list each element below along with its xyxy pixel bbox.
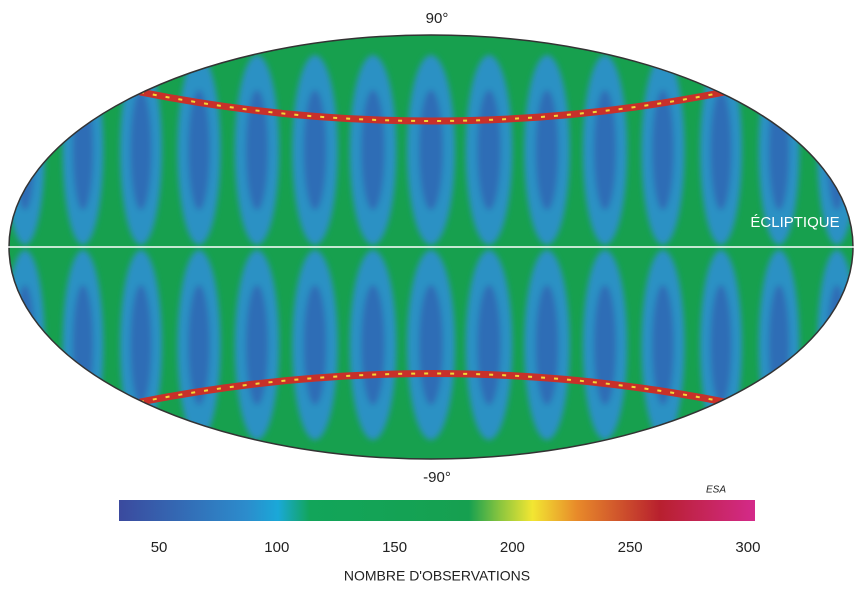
colorbar-tick-label: 300 bbox=[735, 539, 760, 556]
scan-lens-core bbox=[130, 90, 152, 210]
scan-lens-core bbox=[477, 90, 501, 210]
scan-lens bbox=[817, 250, 853, 440]
scan-lens-core bbox=[419, 90, 443, 210]
colorbar-tick-label: 200 bbox=[500, 539, 525, 556]
scan-lens bbox=[9, 55, 45, 245]
scan-lens-core bbox=[419, 285, 443, 405]
scan-lens-core bbox=[652, 90, 674, 210]
colorbar bbox=[119, 500, 755, 521]
scan-lens-core bbox=[652, 285, 674, 405]
scan-lens-core bbox=[188, 90, 210, 210]
scan-lens-core bbox=[361, 285, 385, 405]
scan-lens-core bbox=[477, 285, 501, 405]
sky-map bbox=[9, 35, 853, 459]
scan-lens-core bbox=[593, 285, 617, 405]
scan-lens-core bbox=[15, 90, 35, 210]
scan-lens-core bbox=[303, 285, 327, 405]
scan-lens-core bbox=[827, 90, 847, 210]
credit: ESA bbox=[706, 485, 726, 496]
scan-lens-core bbox=[710, 285, 732, 405]
scan-lens-core bbox=[361, 90, 385, 210]
north-label: 90° bbox=[426, 10, 449, 27]
scan-lens bbox=[9, 250, 45, 440]
scan-lens-core bbox=[827, 285, 847, 405]
scan-lens-core bbox=[710, 90, 732, 210]
scan-lens-core bbox=[188, 285, 210, 405]
scan-lens-core bbox=[535, 90, 559, 210]
colorbar-tick-label: 250 bbox=[618, 539, 643, 556]
scan-lens-core bbox=[72, 90, 94, 210]
scan-lens-core bbox=[15, 285, 35, 405]
scan-lens-core bbox=[130, 285, 152, 405]
scan-lens-core bbox=[245, 285, 269, 405]
scan-lens-core bbox=[303, 90, 327, 210]
scan-lens-core bbox=[72, 285, 94, 405]
scan-lens-core bbox=[535, 285, 559, 405]
scan-lens-core bbox=[768, 90, 790, 210]
scan-lens-core bbox=[593, 90, 617, 210]
colorbar-title: NOMBRE D'OBSERVATIONS bbox=[344, 568, 530, 584]
south-label: -90° bbox=[423, 469, 451, 486]
colorbar-tick-label: 150 bbox=[382, 539, 407, 556]
scan-lens-core bbox=[768, 285, 790, 405]
colorbar-tick-label: 100 bbox=[264, 539, 289, 556]
ecliptic-label: ÉCLIPTIQUE bbox=[750, 214, 839, 231]
colorbar-tick-label: 50 bbox=[151, 539, 168, 556]
scan-lens-core bbox=[245, 90, 269, 210]
